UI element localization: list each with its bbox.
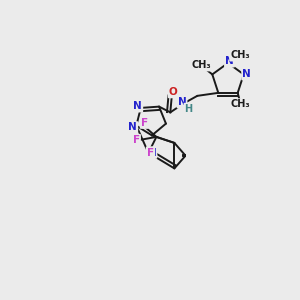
Text: H: H	[184, 104, 193, 114]
Text: F: F	[133, 135, 140, 145]
Text: CH₃: CH₃	[231, 99, 250, 109]
Text: CH₃: CH₃	[192, 60, 212, 70]
Text: F: F	[147, 148, 154, 158]
Text: N: N	[128, 122, 137, 132]
Text: CH₃: CH₃	[230, 50, 250, 61]
Text: N: N	[225, 56, 234, 67]
Text: N: N	[242, 69, 251, 80]
Text: O: O	[169, 87, 178, 97]
Text: N: N	[134, 101, 142, 111]
Text: F: F	[141, 118, 148, 128]
Text: N: N	[178, 98, 186, 107]
Text: N: N	[148, 148, 156, 158]
